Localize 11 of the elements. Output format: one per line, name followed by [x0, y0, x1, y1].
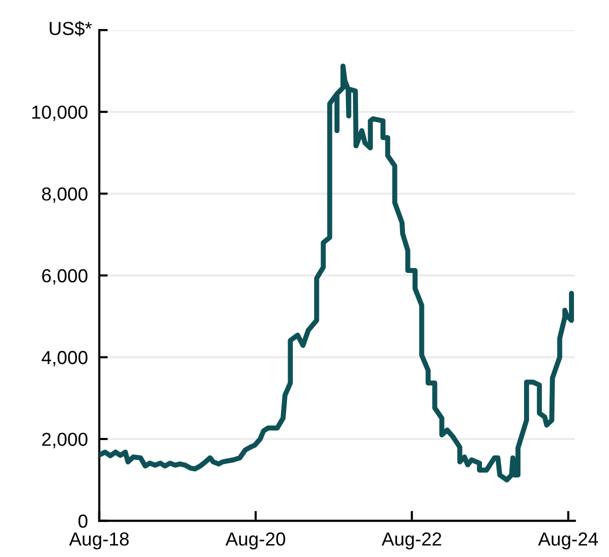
x-tick-label: Aug-22 [382, 532, 442, 550]
x-tick-label: Aug-18 [69, 532, 129, 550]
y-tick-label: 4,000 [42, 350, 88, 366]
y-axis-title: US$* [50, 21, 92, 36]
y-tick-label: 2,000 [42, 432, 88, 448]
y-tick-label: 0 [78, 514, 88, 528]
y-tick-label: 8,000 [42, 187, 88, 203]
x-tick-label: Aug-24 [538, 532, 598, 550]
y-tick-label: 10,000 [32, 106, 88, 122]
y-tick-label: 6,000 [42, 269, 88, 285]
x-tick-label: Aug-20 [225, 532, 286, 550]
